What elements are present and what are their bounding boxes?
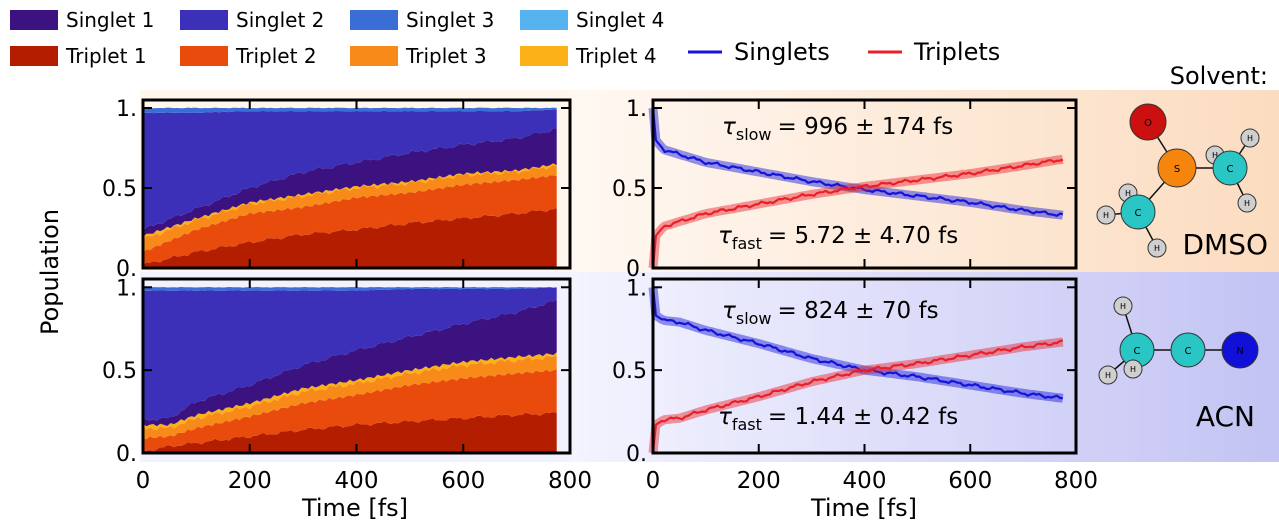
area-triplet-4 — [143, 352, 557, 431]
legend-label: Triplet 2 — [235, 44, 317, 68]
area-triplet-1 — [143, 412, 557, 453]
panel-acn-area: 0. 0.5 1. 0 200 400 600 800 — [102, 276, 592, 494]
legend-label: Singlet 2 — [236, 8, 324, 32]
y-tick-label: 0. — [116, 442, 137, 467]
legend-swatch-triplet-2 — [180, 46, 228, 66]
series-line-triplets — [651, 158, 1064, 269]
area-top-cap — [143, 287, 557, 288]
legend-label: Singlet 3 — [406, 8, 494, 32]
acn-label: ACN — [1196, 400, 1255, 433]
svg-text:H: H — [1212, 151, 1218, 160]
legend-label: Triplet 4 — [575, 44, 657, 68]
dmso-molecule: O S H C H H H C H H — [1096, 103, 1260, 258]
x-axis-label-right: Time [fs] — [810, 494, 917, 522]
svg-text:C: C — [1185, 346, 1192, 357]
legend-label: Triplet 3 — [405, 44, 487, 68]
y-tick-label: 0.5 — [612, 359, 647, 384]
area-triplet-1 — [143, 208, 557, 268]
legend-swatch-singlet-2 — [180, 10, 228, 30]
legend-label: Singlet 4 — [576, 8, 664, 32]
svg-text:C: C — [1134, 346, 1141, 357]
x-tick-label: 400 — [335, 468, 379, 494]
svg-text:H: H — [1130, 365, 1136, 374]
x-tick-label: 600 — [441, 468, 485, 494]
x-tick-label: 800 — [1054, 468, 1098, 494]
y-axis-label: Population — [36, 209, 64, 335]
y-tick-label: 0.5 — [102, 177, 137, 202]
x-tick-label: 200 — [737, 468, 781, 494]
series-line-singlets — [651, 287, 1063, 400]
y-tick-label: 0. — [626, 442, 647, 467]
tau-fast-dmso: τfast = 5.72 ± 4.70 fs — [718, 223, 958, 253]
legend-label: Singlets — [734, 38, 830, 66]
area-singlet-1 — [143, 128, 557, 238]
tau-slow-dmso: τslow = 996 ± 174 fs — [722, 114, 953, 144]
svg-text:O: O — [1144, 118, 1152, 129]
tau-slow-acn: τslow = 824 ± 70 fs — [722, 298, 939, 328]
solvent-label: Solvent: — [1170, 62, 1268, 90]
area-singlet-3 — [143, 107, 557, 114]
svg-text:N: N — [1236, 346, 1243, 357]
area-singlet-2 — [143, 287, 557, 421]
legend-swatch-singlet-4 — [520, 10, 568, 30]
area-triplet-2 — [143, 175, 557, 265]
x-axis-label-left: Time [fs] — [301, 494, 408, 522]
legend-swatch-triplet-3 — [350, 46, 398, 66]
svg-text:H: H — [1154, 244, 1160, 253]
svg-text:H: H — [1244, 199, 1250, 208]
svg-text:H: H — [1103, 211, 1109, 220]
svg-text:C: C — [1227, 164, 1234, 175]
y-tick-label: 1. — [116, 276, 137, 301]
x-tick-label: 400 — [843, 468, 887, 494]
area-triplet-2 — [143, 369, 557, 452]
legend-label: Singlet 1 — [66, 8, 154, 32]
svg-text:H: H — [1125, 189, 1131, 198]
y-tick-label: 0.5 — [102, 359, 137, 384]
series-line-triplets — [651, 339, 1063, 454]
y-tick-label: 1. — [626, 97, 647, 122]
y-tick-label: 0. — [116, 257, 137, 282]
dmso-label: DMSO — [1182, 228, 1268, 261]
legend: Singlet 1 Singlet 2 Singlet 3 Singlet 4 Trip… — [10, 8, 1000, 68]
svg-text:H: H — [1105, 371, 1111, 380]
x-tick-label: 0 — [136, 468, 151, 494]
tau-annotations: τslow = 996 ± 174 fs τfast = 5.72 ± 4.70 f… — [718, 114, 958, 434]
legend-swatch-singlet-3 — [350, 10, 398, 30]
area-triplet-3 — [143, 164, 557, 253]
svg-text:H: H — [1120, 302, 1126, 311]
x-tick-label: 200 — [228, 468, 272, 494]
acn-molecule: H C H H C N — [1098, 296, 1259, 385]
svg-text:S: S — [1174, 164, 1180, 175]
y-tick-label: 0. — [626, 257, 647, 282]
svg-text:H: H — [1247, 134, 1253, 143]
tau-fast-acn: τfast = 1.44 ± 0.42 fs — [718, 404, 958, 434]
y-tick-label: 1. — [626, 276, 647, 301]
legend-label: Triplets — [913, 38, 1000, 66]
y-tick-label: 0.5 — [612, 177, 647, 202]
area-singlet-3 — [143, 287, 557, 291]
legend-swatch-singlet-1 — [10, 10, 58, 30]
area-triplet-3 — [143, 355, 557, 440]
panel-dmso-area: 0. 0.5 1. — [102, 97, 572, 282]
area-singlet-2 — [143, 109, 557, 231]
area-singlet-1 — [143, 299, 557, 427]
panel-acn-lines: 0. 0.5 1. 0 200 400 600 800 — [612, 276, 1098, 494]
x-tick-label: 600 — [948, 468, 992, 494]
panel-dmso-lines: 0. 0.5 1. — [612, 97, 1078, 282]
legend-swatch-triplet-1 — [10, 46, 58, 66]
x-tick-label: 800 — [548, 468, 592, 494]
x-tick-label: 0 — [646, 468, 661, 494]
svg-text:C: C — [1135, 208, 1142, 219]
acn-row-background — [570, 272, 1279, 462]
legend-label: Triplet 1 — [65, 44, 147, 68]
y-tick-label: 1. — [116, 97, 137, 122]
legend-swatch-triplet-4 — [520, 46, 568, 66]
